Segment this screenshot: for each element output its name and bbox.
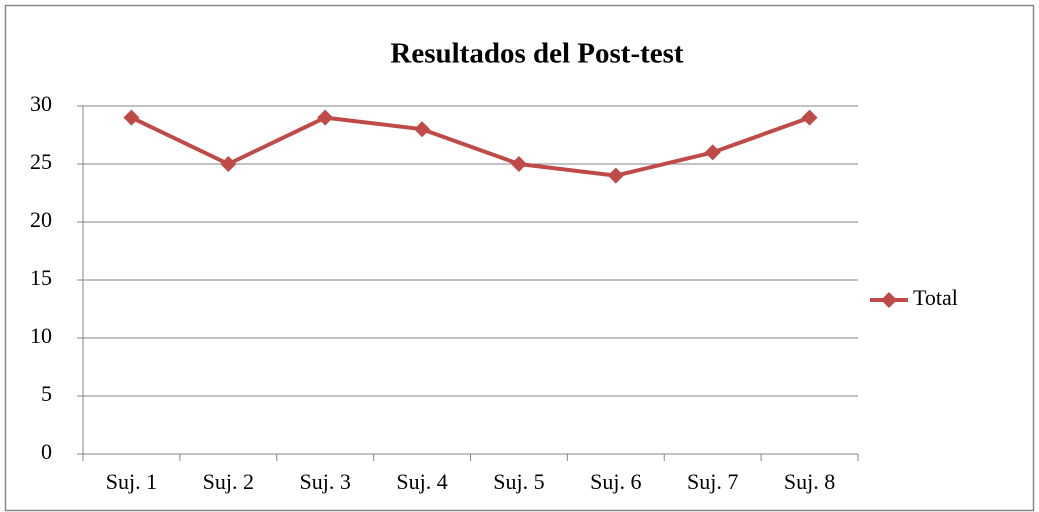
point-marker bbox=[220, 156, 237, 172]
x-tick-label: Suj. 8 bbox=[784, 469, 835, 494]
x-tick-label: Suj. 1 bbox=[106, 469, 157, 494]
point-marker bbox=[317, 109, 334, 126]
x-tick-label: Suj. 2 bbox=[203, 469, 254, 494]
x-tick-label: Suj. 4 bbox=[396, 469, 447, 494]
point-marker bbox=[123, 109, 140, 126]
y-tick-label: 5 bbox=[41, 381, 52, 406]
point-marker bbox=[607, 167, 624, 184]
x-tick-label: Suj. 3 bbox=[300, 469, 351, 494]
x-tick-label: Suj. 7 bbox=[687, 469, 738, 494]
legend-marker bbox=[881, 292, 897, 308]
chart-border bbox=[4, 4, 1035, 512]
point-marker bbox=[414, 121, 431, 138]
y-tick-label: 30 bbox=[30, 91, 52, 116]
y-tick-label: 25 bbox=[30, 149, 52, 174]
point-marker bbox=[704, 144, 721, 161]
legend-label: Total bbox=[913, 285, 958, 310]
y-tick-label: 0 bbox=[41, 439, 52, 464]
x-tick-label: Suj. 6 bbox=[590, 469, 641, 494]
y-tick-label: 20 bbox=[30, 207, 52, 232]
chart-title: Resultados del Post-test bbox=[390, 38, 684, 70]
y-tick-label: 10 bbox=[30, 323, 52, 348]
point-marker bbox=[801, 109, 818, 126]
point-marker bbox=[510, 156, 527, 172]
x-tick-label: Suj. 5 bbox=[493, 469, 544, 494]
series-line bbox=[130, 115, 811, 178]
y-tick-label: 15 bbox=[30, 265, 52, 290]
